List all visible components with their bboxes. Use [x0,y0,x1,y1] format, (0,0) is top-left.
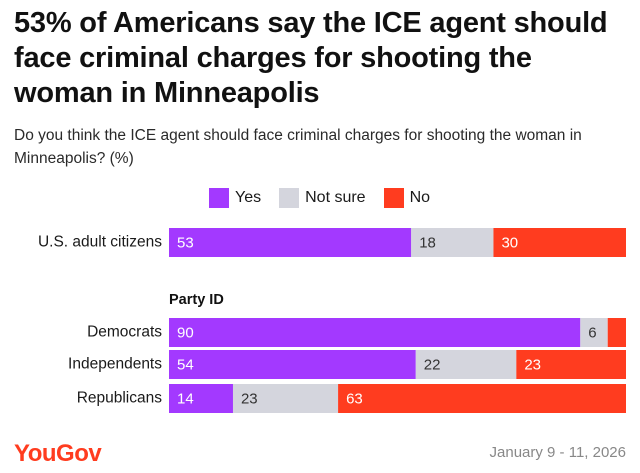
legend-item-yes: Yes [209,188,261,208]
data-label-republicans-no: 63 [346,390,363,407]
bar-u-s-adult-citizens-no [493,228,626,257]
legend-label-not-sure: Not sure [305,189,366,206]
survey-date: January 9 - 11, 2026 [489,444,626,461]
bar-republicans-no [338,384,626,413]
data-label-republicans-not-sure: 23 [241,390,258,407]
data-label-independents-not-sure: 22 [424,356,441,373]
data-label-democrats-not-sure: 6 [588,324,596,341]
category-label-democrats: Democrats [87,324,162,341]
group-label-party-id: Party ID [169,292,224,308]
chart-legend: Yes Not sure No [209,188,448,208]
data-label-u-s-adult-citizens-yes: 53 [177,234,194,251]
bar-independents-not-sure [415,350,517,379]
data-label-u-s-adult-citizens-not-sure: 18 [419,234,436,251]
legend-swatch-no [383,188,404,208]
yougov-logo: YouGov [14,440,102,467]
chart-subtitle: Do you think the ICE agent should face c… [14,127,582,167]
data-label-independents-yes: 54 [177,356,194,373]
data-label-republicans-yes: 14 [177,390,194,407]
legend-item-no: No [383,188,431,208]
legend-label-yes: Yes [235,189,262,206]
legend-swatch-not-sure [279,188,300,208]
category-label-republicans: Republicans [77,390,163,407]
category-label-u-s-adult-citizens: U.S. adult citizens [38,234,162,251]
legend-item-not-sure: Not sure [279,188,366,208]
bar-independents-yes [169,350,416,379]
bar-u-s-adult-citizens-yes [169,228,412,257]
bar-republicans-yes [169,384,233,413]
category-label-independents: Independents [68,356,162,373]
legend-swatch-yes [209,188,229,208]
bar-republicans-not-sure [232,384,339,413]
legend-label-no: No [409,189,431,206]
data-label-independents-no: 23 [524,356,541,373]
bar-democrats-not-sure [580,318,608,347]
bar-democrats-no [607,318,626,347]
data-label-u-s-adult-citizens-no: 30 [501,234,518,251]
chart-title: 53% of Americans say the ICE agent shoul… [14,7,608,109]
bar-democrats-yes [169,318,581,347]
data-label-democrats-yes: 90 [177,324,194,341]
bar-u-s-adult-citizens-not-sure [411,228,494,257]
bar-independents-no [516,350,626,379]
